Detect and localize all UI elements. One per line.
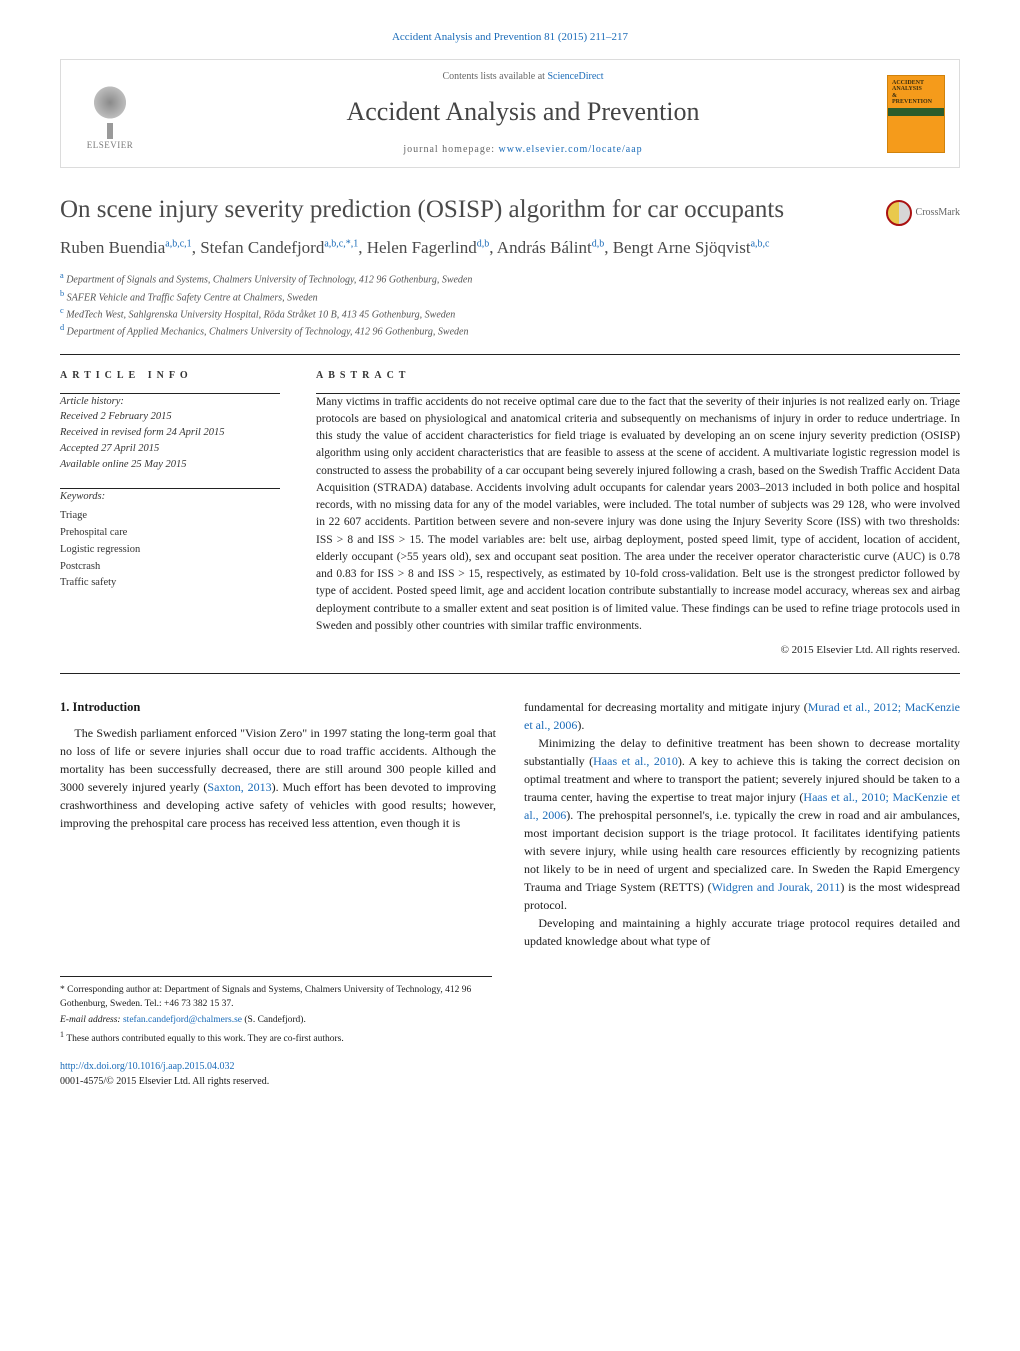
homepage-line: journal homepage: www.elsevier.com/locat… xyxy=(159,143,887,157)
affiliation: c MedTech West, Sahlgrenska University H… xyxy=(60,305,960,322)
history-accepted: Accepted 27 April 2015 xyxy=(60,441,280,457)
rule-bottom xyxy=(60,673,960,674)
email-link[interactable]: stefan.candefjord@chalmers.se xyxy=(123,1015,242,1025)
email-label: E-mail address: xyxy=(60,1015,123,1025)
crossmark-badge[interactable]: CrossMark xyxy=(886,200,960,226)
keyword: Traffic safety xyxy=(60,575,280,592)
author-list: Ruben Buendiaa,b,c,1, Stefan Candefjorda… xyxy=(60,236,960,261)
citation-link[interactable]: Haas et al., 2010 xyxy=(593,754,678,768)
crossmark-label: CrossMark xyxy=(916,206,960,220)
author: András Bálintd,b xyxy=(497,238,604,257)
col2-cont-paragraph: fundamental for decreasing mortality and… xyxy=(524,698,960,734)
doi-link[interactable]: http://dx.doi.org/10.1016/j.aap.2015.04.… xyxy=(60,1061,235,1072)
body-text: ). xyxy=(577,718,584,732)
citation-link[interactable]: Accident Analysis and Prevention 81 (201… xyxy=(392,31,628,43)
footnotes: * Corresponding author at: Department of… xyxy=(60,976,492,1047)
contents-prefix: Contents lists available at xyxy=(442,71,547,82)
journal-name: Accident Analysis and Prevention xyxy=(159,94,887,130)
keyword: Prehospital care xyxy=(60,525,280,542)
affiliation: b SAFER Vehicle and Traffic Safety Centr… xyxy=(60,288,960,305)
intro-paragraph: The Swedish parliament enforced "Vision … xyxy=(60,724,496,832)
history-revised: Received in revised form 24 April 2015 xyxy=(60,425,280,441)
article-history: Article history: Received 2 February 201… xyxy=(60,394,280,473)
history-received: Received 2 February 2015 xyxy=(60,409,280,425)
crossmark-icon xyxy=(886,200,912,226)
history-label: Article history: xyxy=(60,394,280,410)
rule-top xyxy=(60,354,960,355)
affiliation: a Department of Signals and Systems, Cha… xyxy=(60,270,960,287)
cover-line: & xyxy=(892,93,940,100)
journal-header: ELSEVIER Contents lists available at Sci… xyxy=(60,59,960,167)
keywords-block: Keywords: TriagePrehospital careLogistic… xyxy=(60,489,280,592)
abstract-label: ABSTRACT xyxy=(316,369,960,383)
contents-available-line: Contents lists available at ScienceDirec… xyxy=(159,70,887,84)
elsevier-tree-icon xyxy=(84,85,136,135)
affiliation: d Department of Applied Mechanics, Chalm… xyxy=(60,322,960,339)
affiliations: a Department of Signals and Systems, Cha… xyxy=(60,270,960,339)
equal-sup: 1 xyxy=(60,1030,64,1039)
intro-heading: 1. Introduction xyxy=(60,698,496,717)
body-text: Developing and maintaining a highly accu… xyxy=(524,916,960,948)
cover-line: ACCIDENT xyxy=(892,80,940,87)
keywords-label: Keywords: xyxy=(60,489,280,506)
copyright-line: © 2015 Elsevier Ltd. All rights reserved… xyxy=(316,643,960,658)
header-center: Contents lists available at ScienceDirec… xyxy=(159,70,887,156)
journal-cover-thumb: ACCIDENT ANALYSIS & PREVENTION xyxy=(887,75,945,153)
footnote-email: E-mail address: stefan.candefjord@chalme… xyxy=(60,1013,492,1027)
footnote-corresponding: * Corresponding author at: Department of… xyxy=(60,983,492,1012)
homepage-link[interactable]: www.elsevier.com/locate/aap xyxy=(499,144,643,155)
cover-line: ANALYSIS xyxy=(892,86,940,93)
citation-line: Accident Analysis and Prevention 81 (201… xyxy=(60,30,960,45)
citation-link[interactable]: Widgren and Jourak, 2011 xyxy=(712,880,841,894)
homepage-prefix: journal homepage: xyxy=(403,144,498,155)
publisher-logo: ELSEVIER xyxy=(75,76,145,152)
article-info-column: ARTICLE INFO Article history: Received 2… xyxy=(60,369,280,659)
article-info-label: ARTICLE INFO xyxy=(60,369,280,383)
publisher-name: ELSEVIER xyxy=(87,139,134,152)
doi-block: http://dx.doi.org/10.1016/j.aap.2015.04.… xyxy=(60,1059,960,1089)
body-text: fundamental for decreasing mortality and… xyxy=(524,700,808,714)
keyword: Triage xyxy=(60,508,280,525)
col2-paragraph: Minimizing the delay to definitive treat… xyxy=(524,734,960,914)
cover-line: PREVENTION xyxy=(892,99,940,106)
keyword: Logistic regression xyxy=(60,542,280,559)
email-tail: (S. Candefjord). xyxy=(242,1015,306,1025)
keyword: Postcrash xyxy=(60,559,280,576)
footnote-equal: 1 These authors contributed equally to t… xyxy=(60,1029,492,1046)
history-online: Available online 25 May 2015 xyxy=(60,457,280,473)
abstract-text: Many victims in traffic accidents do not… xyxy=(316,394,960,636)
article-title: On scene injury severity prediction (OSI… xyxy=(60,194,868,225)
col2-paragraph: Developing and maintaining a highly accu… xyxy=(524,914,960,950)
abstract-column: ABSTRACT Many victims in traffic acciden… xyxy=(316,369,960,659)
author: Ruben Buendiaa,b,c,1 xyxy=(60,238,192,257)
body-columns: 1. Introduction The Swedish parliament e… xyxy=(60,698,960,950)
author: Helen Fagerlindd,b xyxy=(367,238,490,257)
equal-text: These authors contributed equally to thi… xyxy=(66,1035,343,1045)
issn-line: 0001-4575/© 2015 Elsevier Ltd. All right… xyxy=(60,1076,269,1087)
cover-band xyxy=(888,108,944,116)
citation-link[interactable]: Saxton, 2013 xyxy=(207,780,271,794)
author: Bengt Arne Sjöqvista,b,c xyxy=(613,238,770,257)
sciencedirect-link[interactable]: ScienceDirect xyxy=(547,71,603,82)
author: Stefan Candefjorda,b,c,*,1 xyxy=(200,238,358,257)
